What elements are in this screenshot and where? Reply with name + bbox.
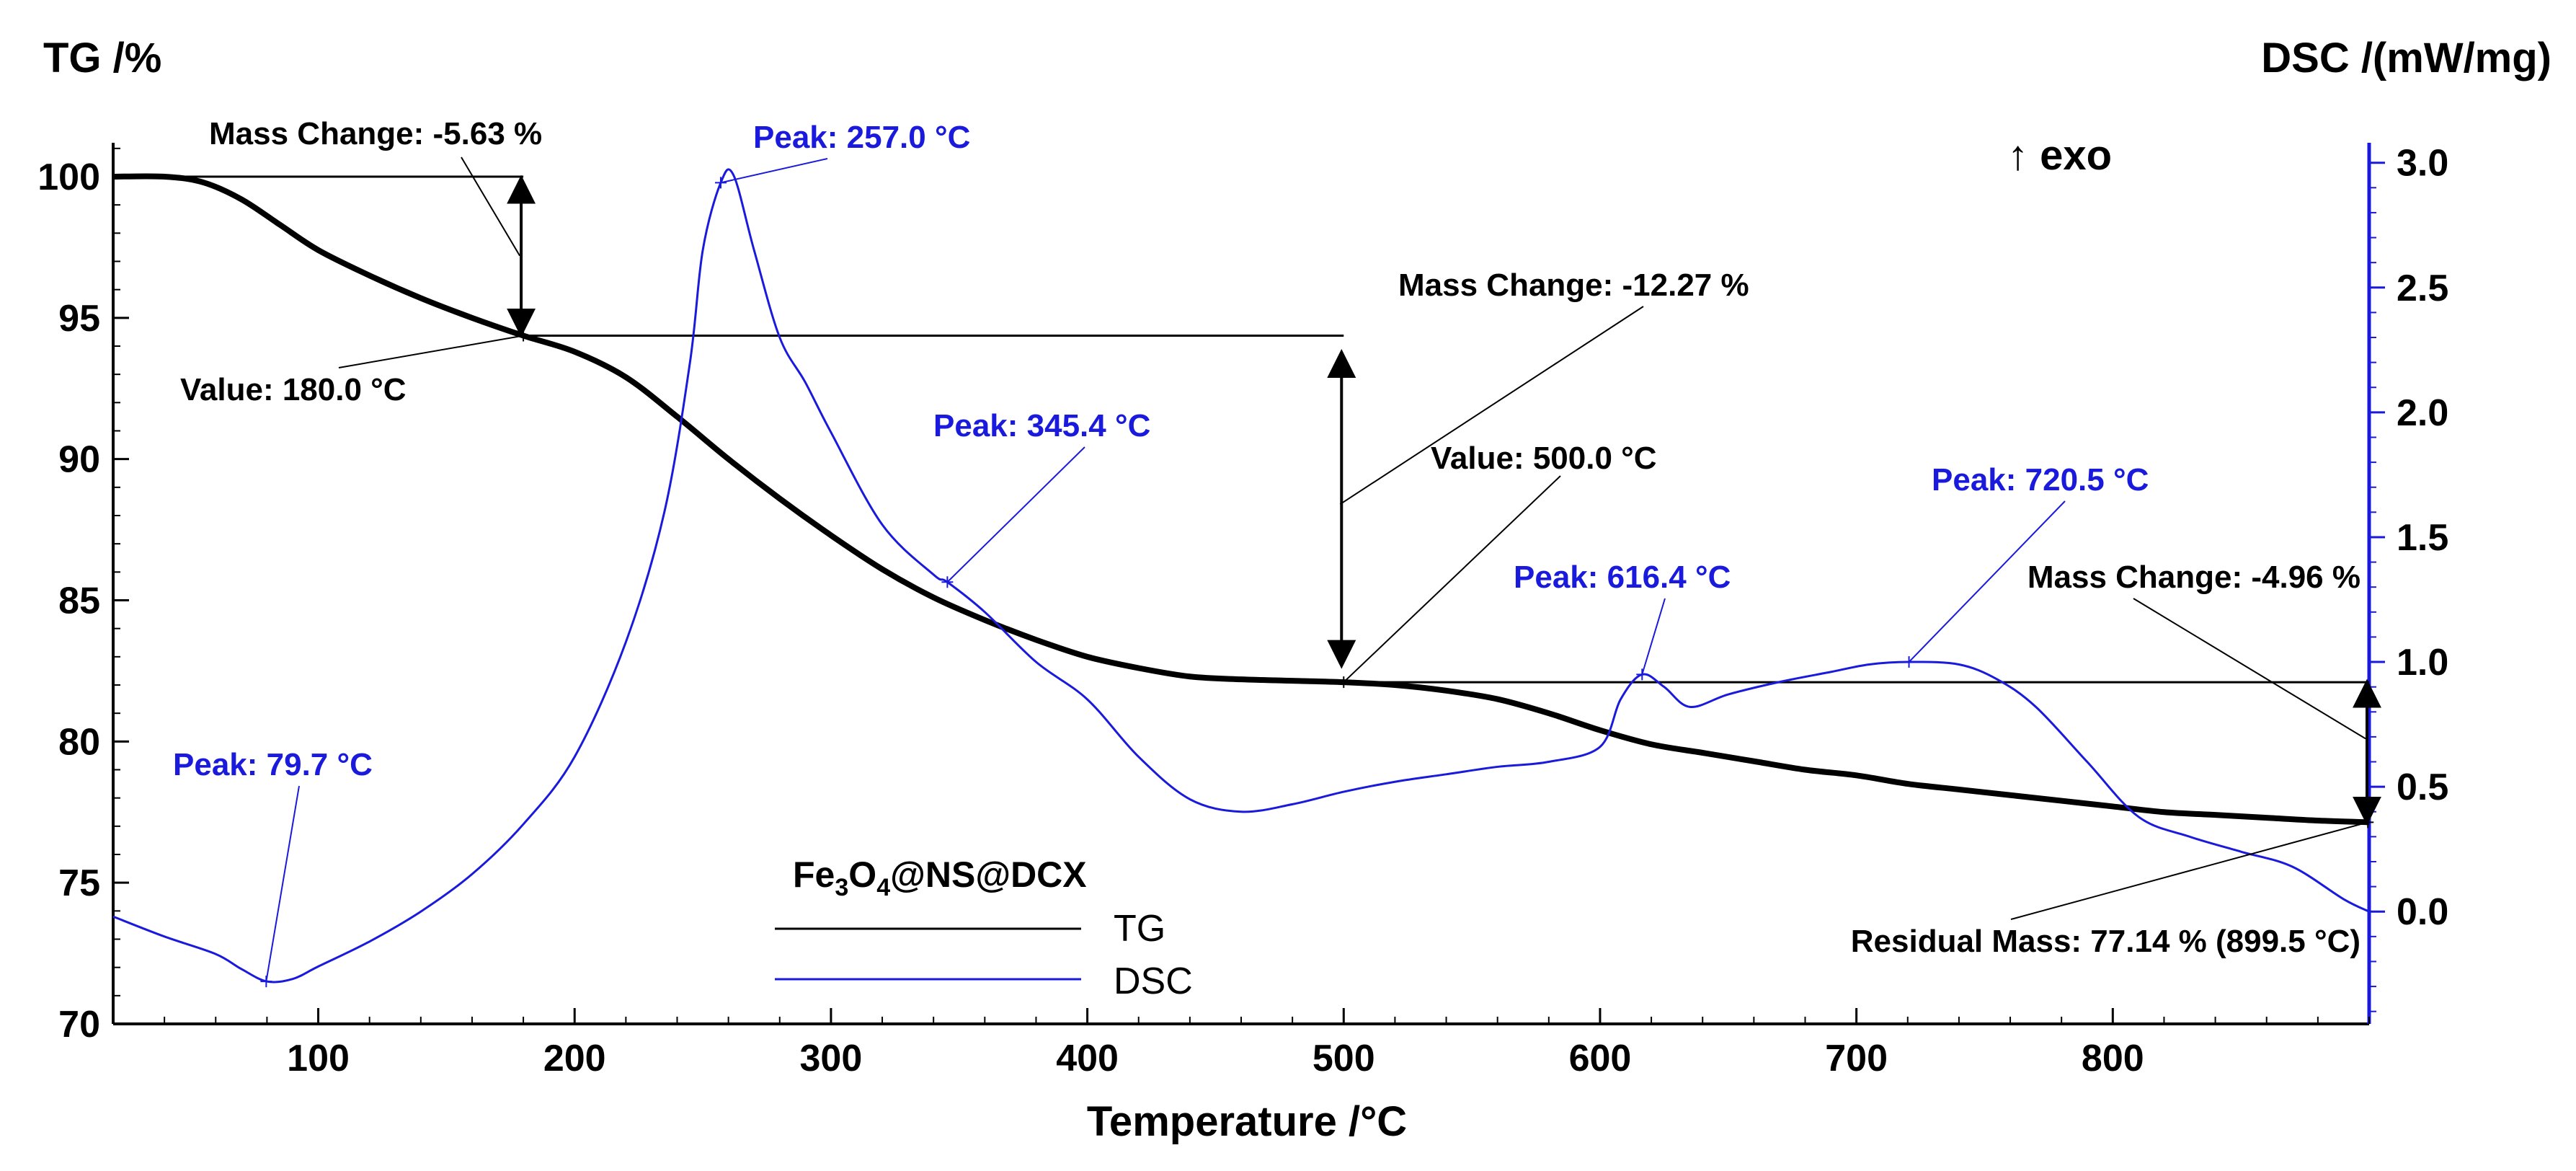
- annotation-label: Value: 180.0 °C: [180, 372, 407, 407]
- x-tick-label: 400: [1056, 1038, 1119, 1079]
- annotation-leader: [2010, 821, 2368, 920]
- series: [112, 168, 2370, 984]
- annotation-leader: [1343, 475, 1561, 683]
- legend: Fe3O4@NS@DCX TG DSC: [775, 854, 1193, 1002]
- annotation-label: Mass Change: -5.63 %: [209, 116, 542, 151]
- x-tick-label: 200: [543, 1038, 606, 1079]
- y-right-axis-title: DSC /(mW/mg): [2261, 35, 2551, 81]
- annotation-leader: [2133, 598, 2366, 740]
- exo-label: ↑ exo: [2007, 132, 2112, 179]
- legend-label-dsc: DSC: [1114, 960, 1193, 1002]
- x-tick-label: 500: [1313, 1038, 1375, 1079]
- annotation-leader: [461, 156, 520, 257]
- y-right-tick-label: 3.0: [2397, 143, 2448, 185]
- annotation-leaders: [260, 156, 2374, 988]
- y-right-tick-label: 1.5: [2397, 517, 2448, 559]
- x-tick-label: 700: [1825, 1038, 1888, 1079]
- y-left-tick-label: 95: [58, 298, 100, 340]
- annotation-label: Residual Mass: 77.14 % (899.5 °C): [1851, 924, 2360, 959]
- legend-sample-title: Fe3O4@NS@DCX: [793, 854, 1087, 901]
- x-tick-label: 800: [2082, 1038, 2144, 1079]
- annotation-leader: [946, 446, 1085, 583]
- y-left-tick-label: 70: [58, 1004, 100, 1046]
- legend-label-tg: TG: [1114, 908, 1165, 950]
- y-right-tick-label: 2.0: [2397, 392, 2448, 434]
- series-line-dsc: [112, 168, 2370, 984]
- y-left-tick-label: 75: [58, 862, 100, 904]
- annotation-leader: [1908, 500, 2066, 663]
- annotation-label: Peak: 616.4 °C: [1514, 560, 1731, 595]
- x-tick-label: 100: [287, 1038, 350, 1079]
- annotations: Peak: 257.0 °C Peak: 345.4 °C Peak: 79.7 °…: [173, 116, 2360, 959]
- x-tick-label: 600: [1569, 1038, 1632, 1079]
- annotation-label: Peak: 257.0 °C: [753, 120, 970, 155]
- annotation-label: Peak: 720.5 °C: [1932, 462, 2149, 498]
- annotation-label: Peak: 345.4 °C: [933, 408, 1150, 443]
- annotation-leader: [720, 158, 828, 184]
- annotation-label: Peak: 79.7 °C: [173, 747, 373, 782]
- y-right-tick-label: 1.0: [2397, 642, 2448, 684]
- y-left-tick-label: 100: [37, 156, 100, 198]
- annotation-leader: [1641, 598, 1666, 675]
- reference-lines: [113, 174, 2381, 826]
- annotation-label: Value: 500.0 °C: [1431, 441, 1657, 476]
- y-left-tick-label: 90: [58, 439, 100, 481]
- y-right-tick-label: 2.5: [2397, 268, 2448, 309]
- y-left-tick-label: 85: [58, 580, 100, 622]
- annotation-leader: [265, 785, 300, 982]
- annotation-label: Mass Change: -12.27 %: [1398, 268, 1749, 303]
- annotation-leader: [338, 335, 524, 368]
- series-line-tg: [112, 173, 2370, 826]
- y-left-tick-label: 80: [58, 721, 100, 763]
- x-axis-title: Temperature /°C: [1087, 1098, 1407, 1145]
- y-right-tick-label: 0.0: [2397, 891, 2448, 933]
- annotation-label: Mass Change: -4.96 %: [2028, 560, 2360, 595]
- x-tick-label: 300: [800, 1038, 863, 1079]
- y-left-axis-title: TG /%: [43, 35, 161, 81]
- y-right-tick-label: 0.5: [2397, 766, 2448, 808]
- axis-ticks: 100 200 300 400 500 600 700 800 70 75 80 85 90 95 100 0…: [37, 143, 2448, 1079]
- annotation-leader: [1339, 306, 1644, 505]
